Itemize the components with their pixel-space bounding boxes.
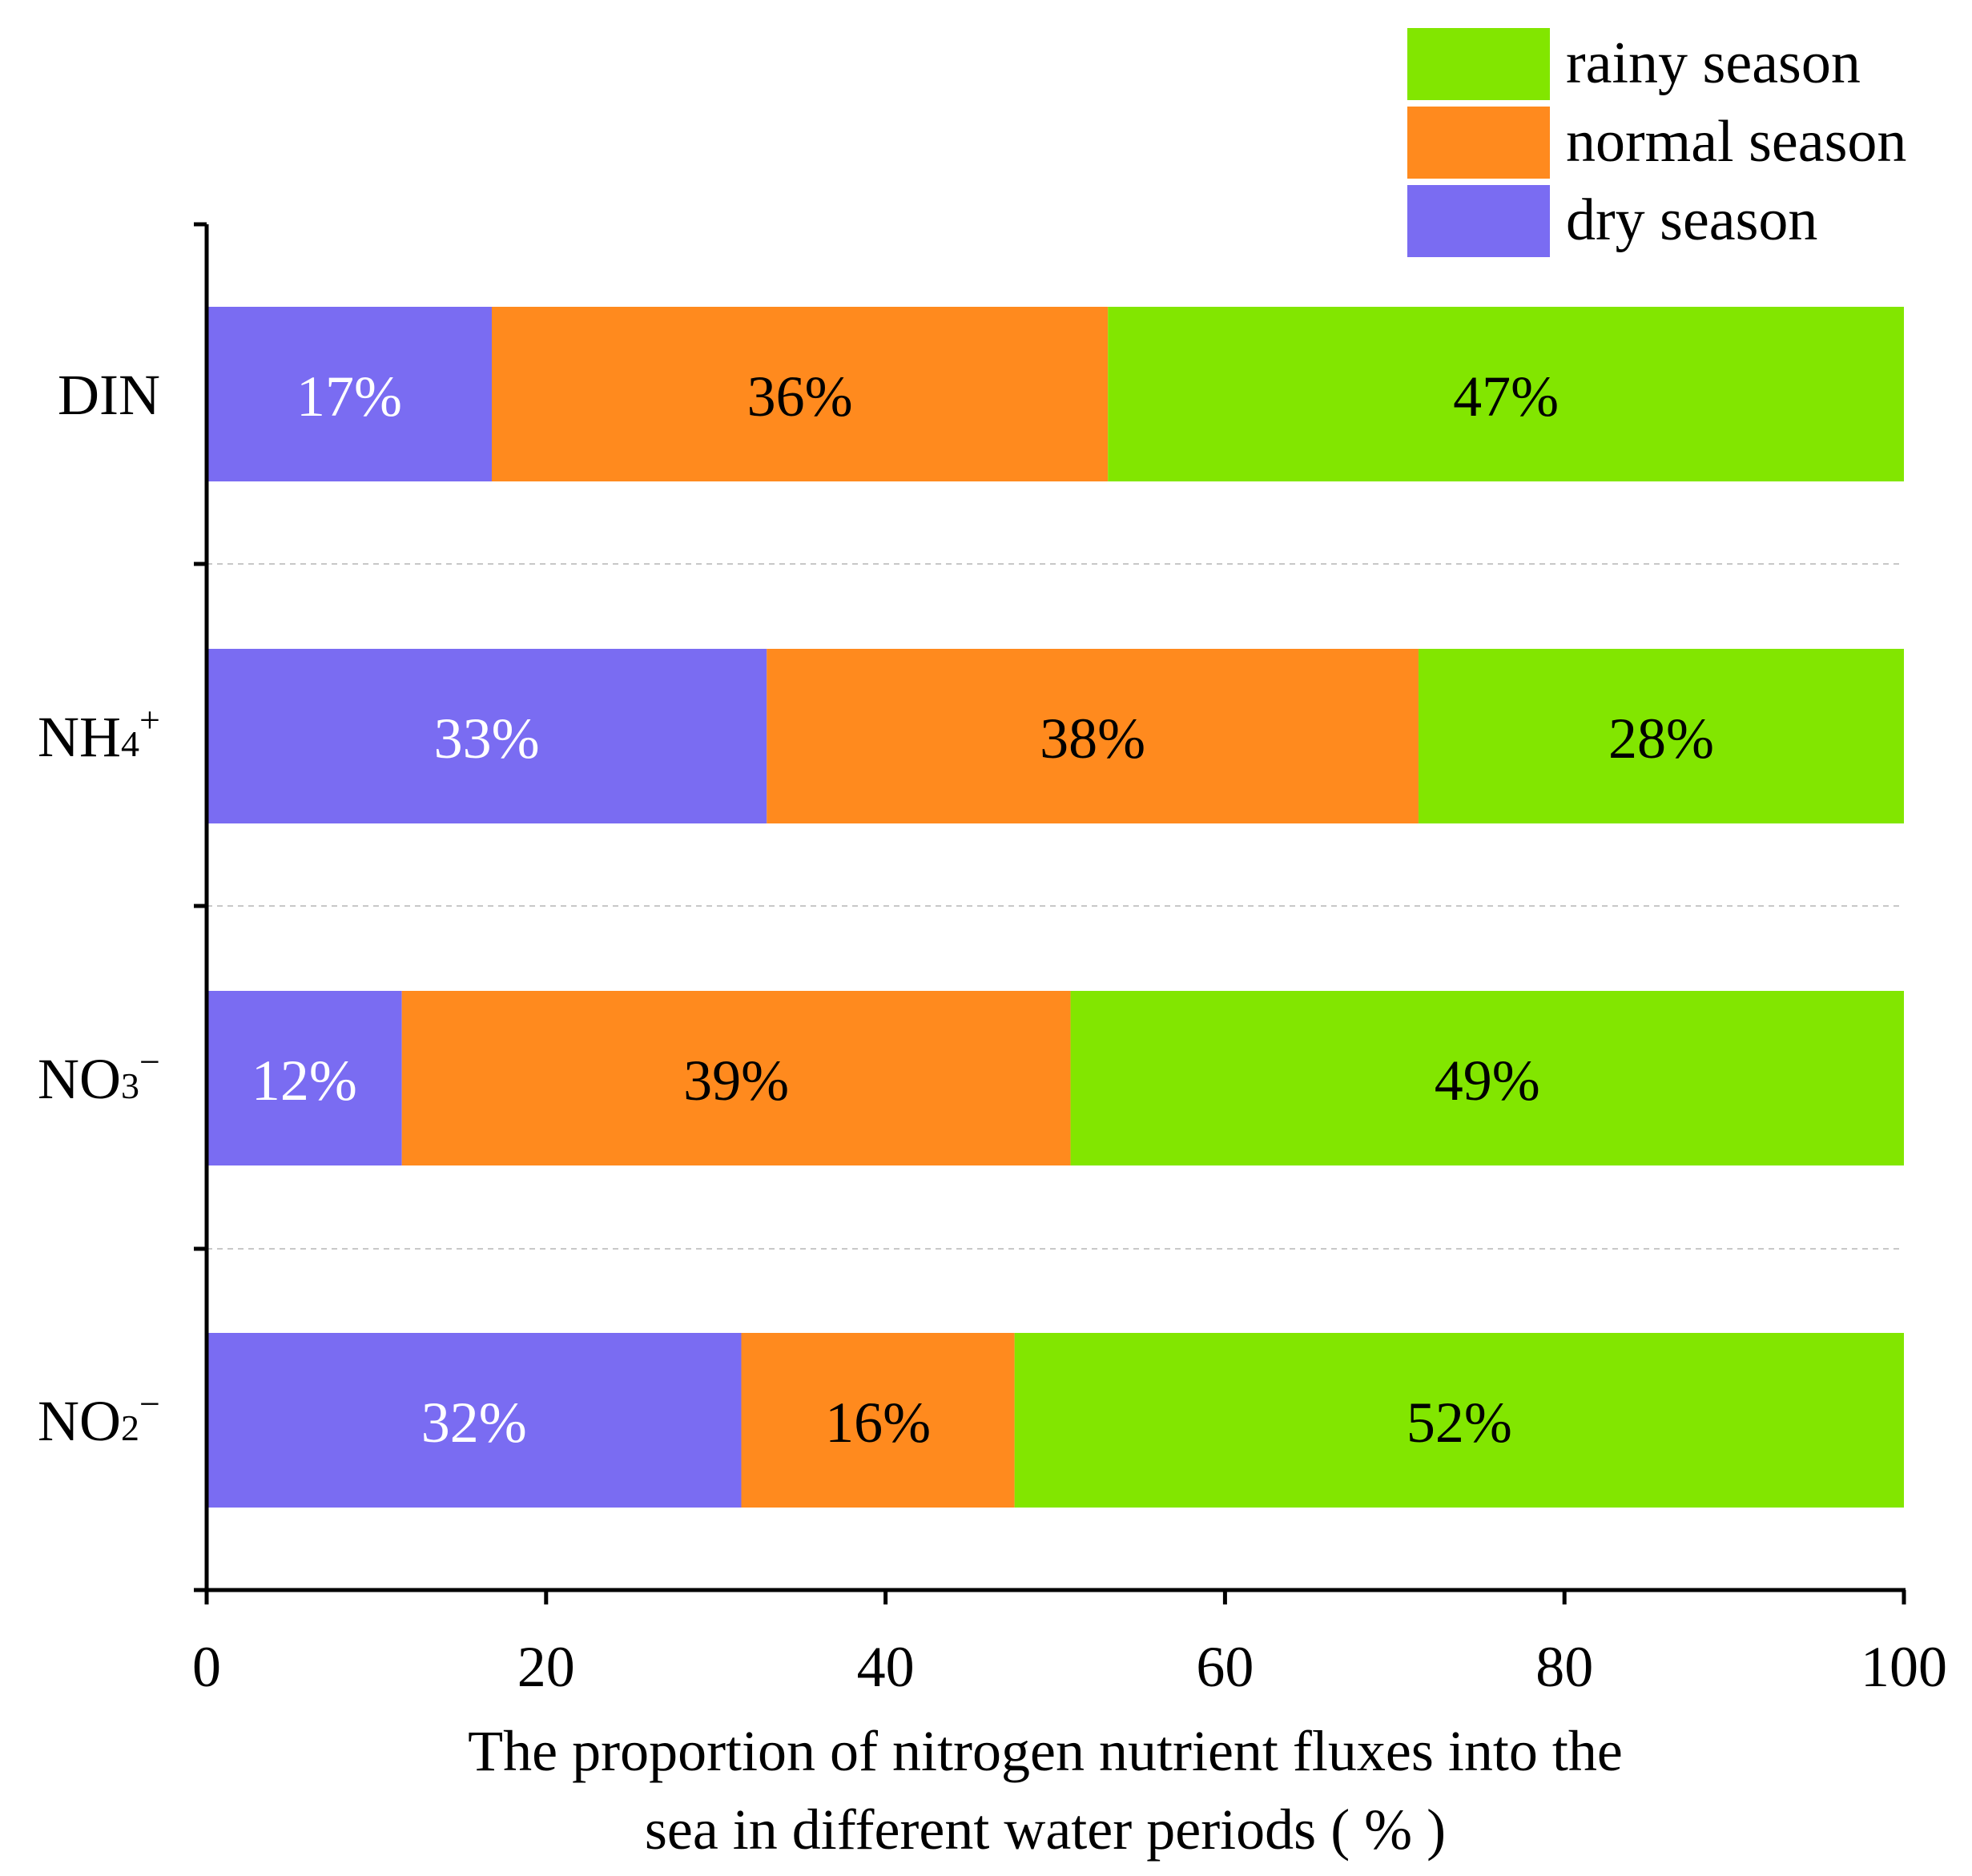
bar-dry-season-3 (207, 1333, 742, 1508)
bar-dry-season-0 (207, 307, 492, 481)
category-label-3: NO2− (38, 1383, 160, 1453)
bar-label-normal-season-0: 36% (747, 364, 853, 429)
bar-rainy-season-0 (1108, 307, 1904, 481)
legend-label-normal-season: normal season (1566, 109, 1906, 175)
bar-rainy-season-3 (1014, 1333, 1904, 1508)
bar-label-dry-season-2: 12% (252, 1049, 357, 1113)
x-tick-label-2: 40 (857, 1635, 915, 1699)
bar-rainy-season-1 (1418, 649, 1904, 823)
bar-label-rainy-season-1: 28% (1608, 707, 1714, 771)
x-tick-label-1: 20 (517, 1635, 575, 1699)
x-tick-label-3: 60 (1196, 1635, 1254, 1699)
category-label-1: NH4+ (38, 699, 160, 769)
x-axis-title-line-1: sea in different water periods ( % ) (645, 1797, 1446, 1862)
category-separators (207, 563, 1904, 1250)
category-label-0: DIN (58, 363, 160, 427)
bar-rainy-season-2 (1070, 991, 1904, 1165)
bar-dry-season-1 (207, 649, 767, 823)
bar-dry-season-2 (207, 991, 402, 1165)
category-label-2: NO3− (38, 1041, 160, 1111)
legend-swatch-dry-season (1407, 185, 1550, 257)
x-axis-title-line-0: The proportion of nitrogen nutrient flux… (468, 1719, 1623, 1783)
legend-swatch-normal-season (1407, 107, 1550, 179)
bar-label-normal-season-2: 39% (683, 1049, 789, 1113)
x-tick-label-5: 100 (1861, 1635, 1947, 1699)
bar-label-normal-season-3: 16% (825, 1391, 931, 1455)
bar-normal-season-3 (741, 1333, 1015, 1508)
bar-label-dry-season-0: 17% (296, 364, 402, 429)
x-tick-label-0: 0 (192, 1635, 221, 1699)
legend-swatch-rainy-season (1407, 28, 1550, 100)
x-tick-label-4: 80 (1535, 1635, 1593, 1699)
bar-label-dry-season-3: 32% (421, 1391, 527, 1455)
bar-label-rainy-season-0: 47% (1453, 364, 1559, 429)
legend: rainy season normal season dry season (1407, 28, 1906, 257)
legend-label-dry-season: dry season (1566, 187, 1817, 253)
bar-label-normal-season-1: 38% (1040, 707, 1145, 771)
bars-group: 17% 36% 47% 33% 38% 28% 12% 39% 49% 32% 16% 52% (207, 307, 1904, 1508)
bar-label-dry-season-1: 33% (434, 707, 540, 771)
legend-label-rainy-season: rainy season (1566, 30, 1861, 96)
axes-group: 0 20 40 60 80 100 DIN NH4+ NO3− NO2− The proportio… (38, 222, 1947, 1862)
bar-label-rainy-season-3: 52% (1407, 1391, 1512, 1455)
bar-normal-season-2 (401, 991, 1071, 1165)
bar-normal-season-0 (491, 307, 1109, 481)
bar-normal-season-1 (767, 649, 1419, 823)
bar-label-rainy-season-2: 49% (1435, 1049, 1540, 1113)
